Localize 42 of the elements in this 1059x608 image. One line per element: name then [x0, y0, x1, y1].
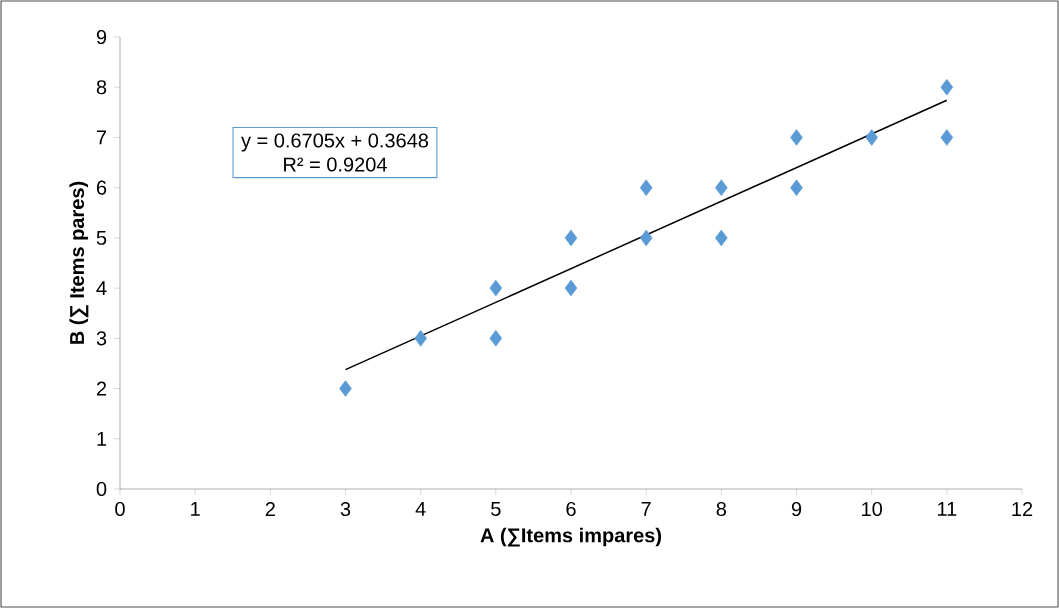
y-axis-title: B (∑ Items pares): [69, 181, 89, 344]
x-tick-label: 7: [641, 501, 651, 516]
point: [639, 179, 653, 196]
x-tick-label: 4: [415, 501, 426, 516]
x-tick-label: 5: [491, 501, 501, 516]
x-axis-title: A (∑Items impares): [480, 527, 662, 547]
x-tick-label: 0: [115, 501, 125, 517]
y-tick-label: 4: [96, 281, 107, 295]
x-tick-label: 10: [862, 501, 882, 517]
y-tick-label: 2: [96, 381, 107, 396]
y-tick-label: 0: [96, 481, 107, 497]
y-tick-label: 3: [96, 331, 107, 346]
x-tick-label: 3: [340, 501, 351, 517]
y-tick-label: 5: [96, 230, 107, 245]
x-tick-label: 2: [265, 501, 275, 516]
annotation: R² = 0.9204: [284, 157, 387, 172]
y-tick-label: 9: [96, 29, 107, 45]
y-tick-label: 7: [96, 130, 107, 145]
point: [940, 78, 954, 96]
point: [715, 179, 728, 196]
point: [489, 279, 503, 297]
point: [564, 229, 578, 247]
point: [715, 229, 728, 247]
point: [790, 179, 803, 196]
annotation: y = 0.6705x + 0.3648: [241, 133, 429, 152]
point: [940, 129, 954, 146]
y-tick-label: 8: [96, 80, 107, 95]
point: [489, 330, 503, 347]
x-tick-label: 8: [716, 501, 727, 517]
x-tick-label: 11: [937, 501, 957, 516]
y-tick-label: 6: [96, 180, 107, 195]
x-tick-label: 9: [791, 501, 802, 517]
point: [339, 380, 352, 397]
point: [564, 279, 578, 297]
y-tick-label: 1: [97, 431, 107, 446]
point: [865, 129, 878, 146]
point: [790, 129, 803, 146]
point: [639, 229, 653, 247]
x-tick-label: 1: [191, 501, 200, 516]
x-tick-label: 6: [566, 501, 576, 517]
point: [414, 330, 427, 347]
x-tick-label: 12: [1012, 501, 1033, 516]
